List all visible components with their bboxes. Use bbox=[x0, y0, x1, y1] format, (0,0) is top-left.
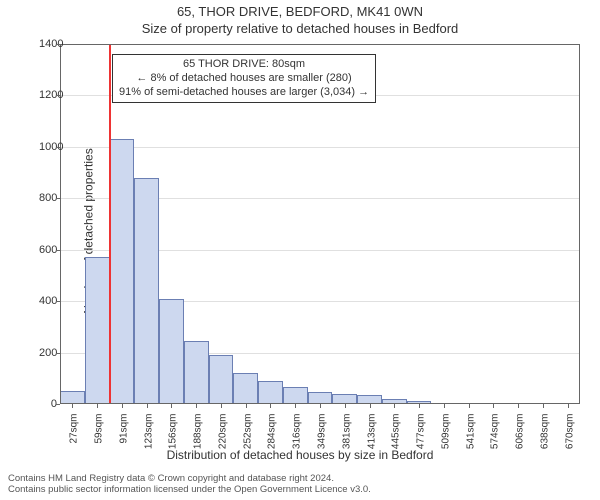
y-tick-label: 400 bbox=[39, 295, 57, 307]
y-tick-label: 1400 bbox=[39, 38, 57, 50]
title-main: 65, THOR DRIVE, BEDFORD, MK41 0WN bbox=[0, 0, 600, 19]
legend-box: 65 THOR DRIVE: 80sqm ← 8% of detached ho… bbox=[112, 54, 376, 103]
y-tick-label: 0 bbox=[39, 398, 57, 410]
legend-line-3: 91% of semi-detached houses are larger (… bbox=[119, 86, 369, 100]
y-tick-label: 1000 bbox=[39, 141, 57, 153]
y-tick-label: 200 bbox=[39, 347, 57, 359]
footer-line-2: Contains public sector information licen… bbox=[8, 485, 371, 496]
chart-container: 65, THOR DRIVE, BEDFORD, MK41 0WN Size o… bbox=[0, 0, 600, 500]
footer-attribution: Contains HM Land Registry data © Crown c… bbox=[8, 474, 371, 496]
title-sub: Size of property relative to detached ho… bbox=[0, 19, 600, 38]
x-axis-label: Distribution of detached houses by size … bbox=[0, 448, 600, 462]
y-tick-label: 800 bbox=[39, 192, 57, 204]
legend-line-1: 65 THOR DRIVE: 80sqm bbox=[119, 58, 369, 72]
y-tick-label: 600 bbox=[39, 244, 57, 256]
legend-line-2: ← 8% of detached houses are smaller (280… bbox=[119, 72, 369, 86]
y-tick-label: 1200 bbox=[39, 89, 57, 101]
